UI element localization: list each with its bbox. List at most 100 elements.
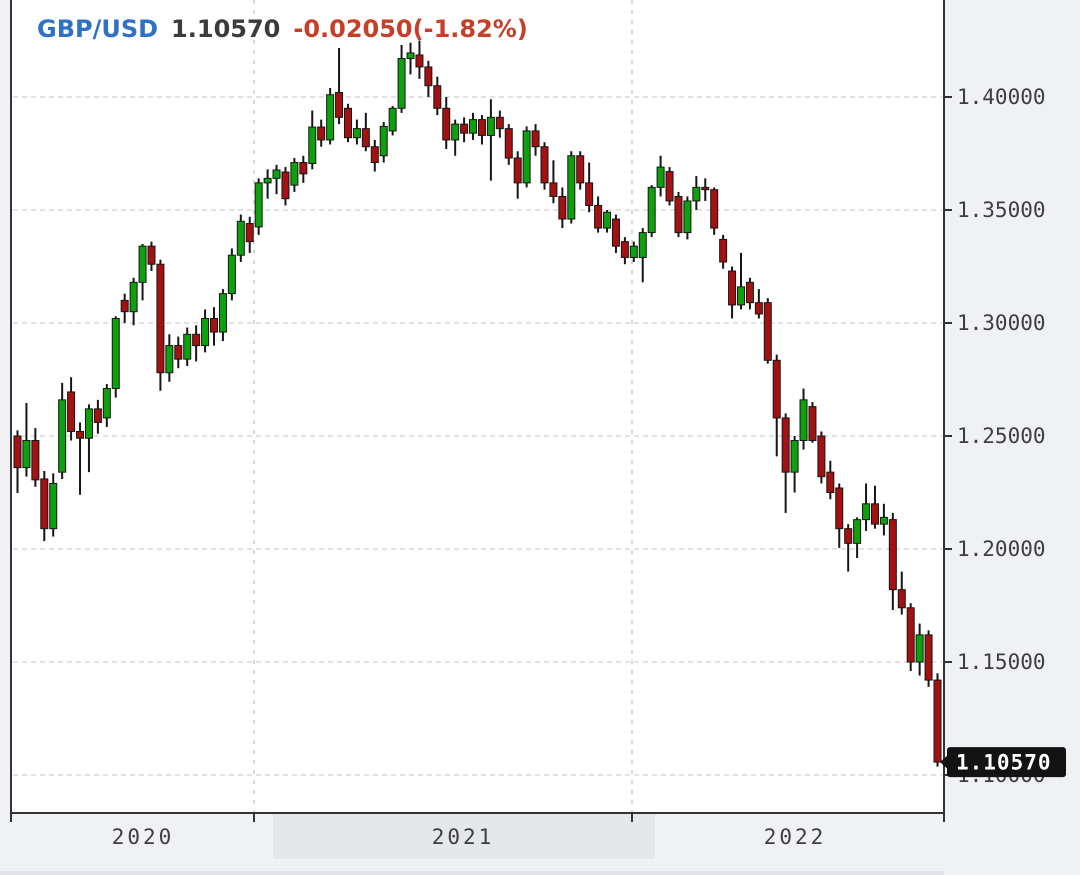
candle-down (192, 325, 201, 362)
candle-down (361, 112, 370, 152)
candle-up (326, 87, 335, 145)
candle-down (442, 97, 451, 149)
candle-up (379, 121, 388, 163)
candle-down (754, 289, 763, 319)
candle-down (31, 428, 40, 487)
candle-down (531, 124, 540, 156)
candle-down (415, 40, 424, 79)
year-label: 2021 (432, 825, 495, 849)
candle-down (558, 187, 567, 229)
time-axis[interactable]: 2020 2021 2022 (112, 825, 827, 849)
candle-up (84, 404, 93, 473)
candle-down (156, 259, 165, 391)
candle-down (817, 431, 826, 484)
last-price-value: 1.10570 (171, 15, 281, 43)
candle-up (183, 327, 192, 366)
candle-up (736, 252, 745, 310)
candle-up (862, 483, 871, 531)
candle-down (433, 76, 442, 116)
candle-down (585, 162, 594, 213)
price-tick-label: 1.25000 (957, 424, 1046, 448)
candle-down (76, 422, 85, 495)
price-tick-label: 1.20000 (957, 537, 1046, 561)
candle-up (290, 158, 299, 192)
candle-up (388, 106, 397, 136)
candle-down (174, 336, 183, 369)
candle-down (40, 471, 49, 542)
symbol-label: GBP/USD (37, 15, 159, 43)
candle-up (165, 334, 174, 382)
candle-down (370, 139, 379, 172)
candle-down (719, 234, 728, 269)
chart-canvas[interactable] (12, 0, 943, 812)
year-band-2021 (273, 814, 655, 859)
candle-down (147, 241, 156, 272)
candle-up (451, 119, 460, 156)
candle-up (397, 45, 406, 113)
last-price-tag: 1.10570 (940, 747, 1066, 778)
candle-up (879, 503, 888, 536)
candle-down (835, 483, 844, 548)
price-tick-label: 1.40000 (957, 85, 1046, 109)
candle-down (245, 216, 254, 253)
candle-down (897, 571, 906, 615)
candle-down (620, 237, 629, 265)
price-axis[interactable]: 1.40000 1.35000 1.30000 1.25000 1.20000 1.150… (944, 85, 1046, 787)
candle-up (406, 42, 415, 75)
candle-up (218, 289, 227, 342)
candle-up (522, 126, 531, 188)
candle-down (763, 298, 772, 364)
price-tick-label: 1.15000 (957, 650, 1046, 674)
candle-down (844, 524, 853, 572)
price-tick-label: 1.35000 (957, 198, 1046, 222)
candle-up (129, 277, 138, 326)
candle-up (138, 243, 147, 301)
candle-down (906, 603, 915, 672)
candle-down (781, 413, 790, 513)
candle-up (308, 110, 317, 170)
candle-up (567, 151, 576, 224)
candle-down (424, 60, 433, 97)
axis-frame (10, 0, 945, 822)
candle-down (745, 277, 754, 310)
candle-up (603, 210, 612, 233)
candle-down (728, 266, 737, 319)
candles-layer (13, 40, 942, 767)
candle-up (692, 176, 701, 210)
candle-down (549, 160, 558, 204)
candle-up (263, 169, 272, 199)
candle-up (236, 214, 245, 262)
candle-up (352, 119, 361, 145)
candle-down (210, 307, 219, 346)
candle-down (576, 151, 585, 190)
candle-down (933, 673, 942, 767)
candle-down (710, 187, 719, 235)
candle-down (665, 167, 674, 206)
candle-up (58, 382, 67, 479)
candle-down (808, 402, 817, 443)
candle-down (335, 47, 344, 125)
candle-down (611, 214, 620, 253)
year-label: 2022 (764, 825, 827, 849)
candle-up (638, 228, 647, 283)
price-change-value: -0.02050(-1.82%) (293, 15, 528, 43)
last-price-tag-value: 1.10570 (956, 751, 1052, 775)
candle-down (674, 191, 683, 238)
candle-down (888, 512, 897, 611)
candle-down (826, 460, 835, 500)
candle-up (201, 309, 210, 353)
chart-header: GBP/USD 1.10570 -0.02050(-1.82%) (37, 15, 528, 43)
candle-up (683, 196, 692, 240)
candle-down (772, 354, 781, 457)
candle-up (656, 155, 665, 197)
candle-down (93, 399, 102, 434)
candle-up (799, 388, 808, 450)
candle-down (317, 119, 326, 147)
candle-up (102, 384, 111, 427)
candle-up (254, 178, 263, 235)
candle-down (299, 155, 308, 183)
candle-up (22, 403, 31, 477)
candle-down (477, 115, 486, 145)
